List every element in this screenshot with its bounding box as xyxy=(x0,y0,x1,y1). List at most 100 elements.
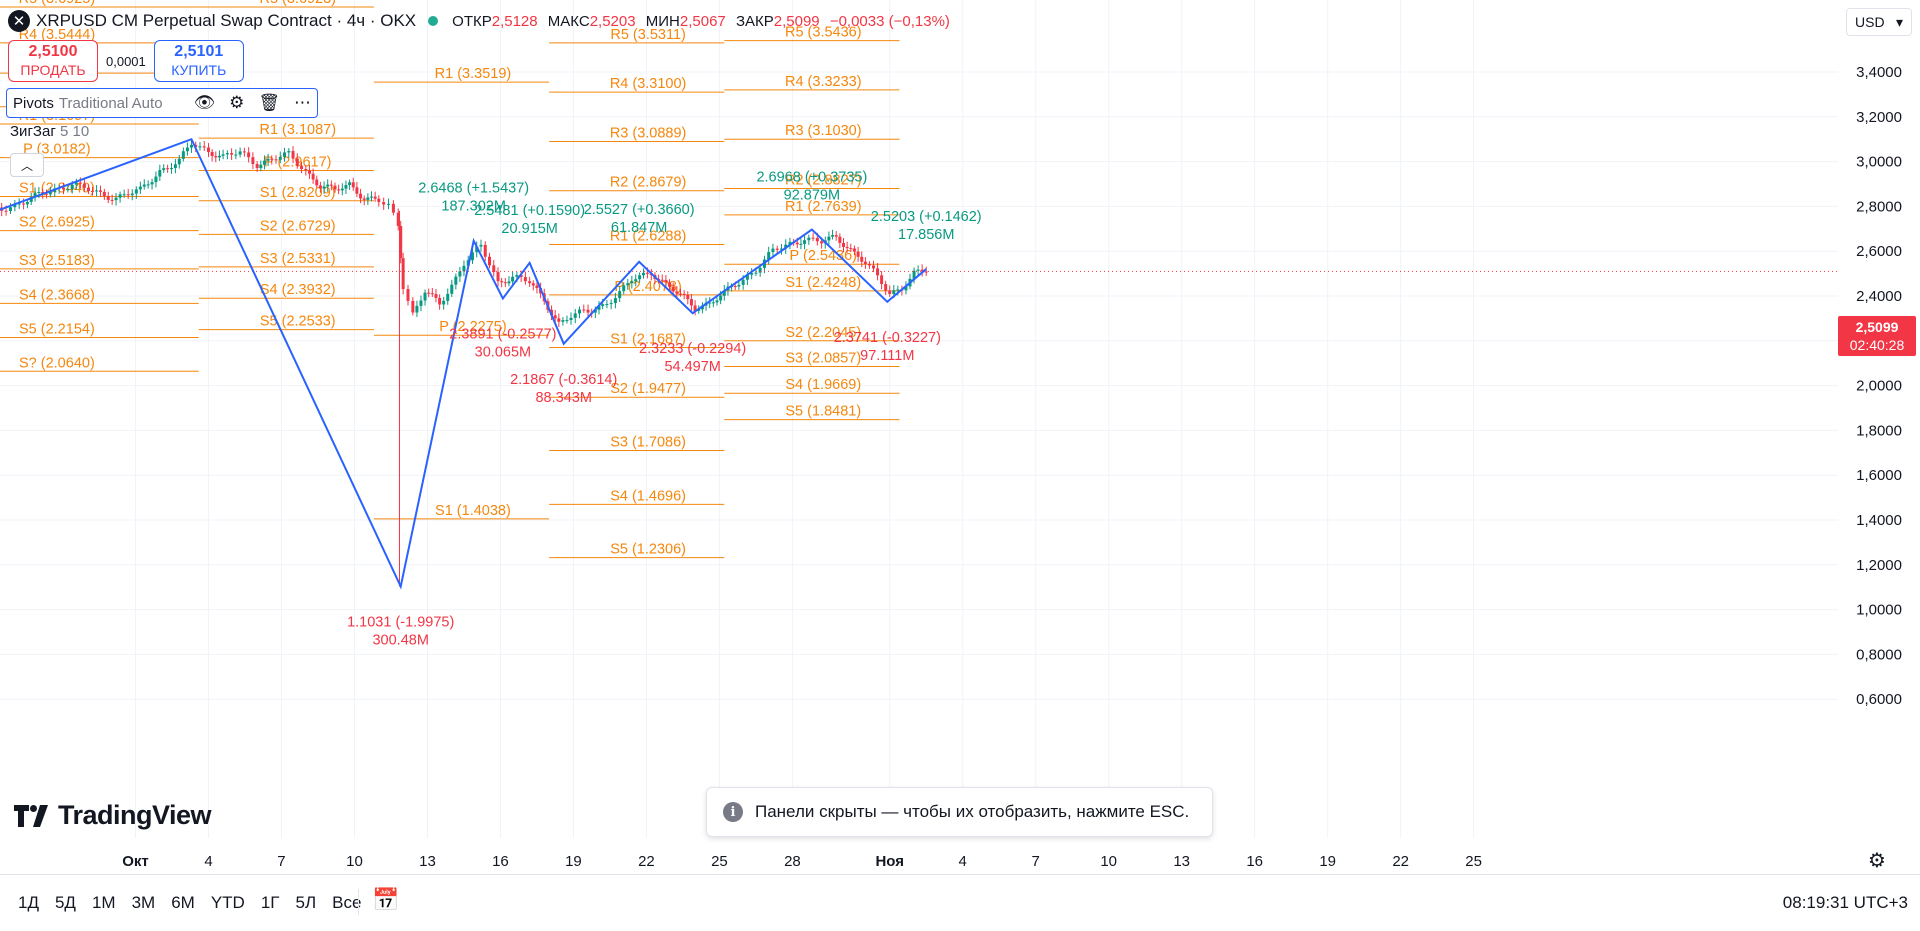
zigzag-pivot-label: 2.3741 (-0.3227) xyxy=(834,330,941,346)
price-axis-label: 1,8000 xyxy=(1856,422,1902,439)
zigzag-pivot-label: 2.3233 (-0.2294) xyxy=(639,341,746,357)
delete-icon[interactable]: 🗑 xyxy=(258,93,280,112)
range-1y[interactable]: 1Г xyxy=(260,893,280,912)
zigzag-pivot-label: 2.5203 (+0.1462) xyxy=(871,209,982,225)
zigzag-pivot-label: 2.5481 (+0.1590) xyxy=(474,203,585,219)
zigzag-indicator-legend[interactable]: ЗигЗаг 5 10 xyxy=(10,123,89,140)
candle-body xyxy=(754,272,758,274)
range-1d[interactable]: 1Д xyxy=(18,893,39,912)
more-icon[interactable]: ⋯ xyxy=(294,93,311,112)
time-axis-label: 7 xyxy=(1032,853,1040,870)
candle-body xyxy=(519,275,523,278)
sell-label: ПРОДАТЬ xyxy=(20,62,86,78)
candle-body xyxy=(198,146,202,148)
zigzag-pivot-label: 2.1867 (-0.3614) xyxy=(510,372,617,388)
time-axis-label: 7 xyxy=(277,853,285,870)
candle-body xyxy=(150,182,154,185)
range-5d[interactable]: 5Д xyxy=(54,893,76,912)
range-ytd[interactable]: YTD xyxy=(210,893,245,912)
zigzag-pivot-label: 2.5527 (+0.3660) xyxy=(584,202,695,218)
ohlc-values: ОТКР2,5128 МАКС2,5203 МИН2,5067 ЗАКР2,50… xyxy=(452,13,956,30)
candle-body xyxy=(503,282,507,284)
candle-body xyxy=(511,276,515,282)
candle-body xyxy=(106,196,110,200)
zigzag-volume-label: 20.915M xyxy=(501,221,557,237)
clock-timezone[interactable]: 08:19:31 UTC+3 xyxy=(1782,893,1908,912)
candle-body xyxy=(230,153,234,155)
candle-body xyxy=(225,153,229,155)
range-all[interactable]: Все xyxy=(332,893,362,912)
range-5y[interactable]: 5Л xyxy=(295,893,317,912)
candle-body xyxy=(37,192,41,194)
candle-body xyxy=(45,193,49,195)
pivot-level-label: S1 (1.4038) xyxy=(435,503,511,519)
pivot-level-label: S4 (2.3932) xyxy=(260,282,336,298)
candle-body xyxy=(916,269,920,271)
price-axis-label: 2,4000 xyxy=(1856,288,1902,305)
pivots-indicator-legend[interactable]: Pivots Traditional Auto 👁 ⚙ 🗑 ⋯ xyxy=(6,88,318,118)
candle-body xyxy=(515,275,519,277)
candle-body xyxy=(767,252,771,260)
eye-icon[interactable]: 👁 xyxy=(193,93,216,112)
candle-body xyxy=(642,272,646,276)
candle-body xyxy=(430,293,434,295)
candle-body xyxy=(553,315,557,319)
symbol-title[interactable]: XRPUSD CM Perpetual Swap Contract · 4ч ·… xyxy=(36,11,417,30)
price-axis-label: 3,2000 xyxy=(1856,109,1902,126)
calendar-goto-icon[interactable]: 📅 xyxy=(372,887,400,912)
candle-body xyxy=(329,184,333,186)
candle-body xyxy=(896,289,900,291)
x-logo-icon: ✕ xyxy=(8,10,30,32)
candle-body xyxy=(483,244,487,257)
collapse-indicators-button[interactable]: ︿ xyxy=(10,153,44,177)
candle-body xyxy=(488,256,492,266)
spread-value: 0,0001 xyxy=(106,53,146,69)
chart-settings-icon[interactable]: ⚙ xyxy=(1868,850,1886,872)
range-6m[interactable]: 6М xyxy=(171,893,195,912)
candle-body xyxy=(396,212,400,226)
range-1m[interactable]: 1М xyxy=(91,893,116,912)
range-3m[interactable]: 3М xyxy=(131,893,156,912)
time-axis-label: 4 xyxy=(959,853,967,870)
candle-body xyxy=(722,290,726,296)
toolbar-divider xyxy=(358,889,359,915)
zigzag-line xyxy=(0,137,927,590)
zigzag-volume-label: 300.48M xyxy=(372,633,428,649)
candle-body xyxy=(415,305,419,313)
candle-body xyxy=(25,201,29,205)
candle-body xyxy=(660,279,664,281)
candle-body xyxy=(401,258,405,290)
time-axis-label: 16 xyxy=(1246,853,1263,870)
buy-button[interactable]: 2,5101 КУПИТЬ xyxy=(153,40,244,82)
candle-body xyxy=(202,146,206,148)
sell-button[interactable]: 2,5100 ПРОДАТЬ xyxy=(8,40,98,82)
market-status-dot xyxy=(428,16,439,26)
candle-body xyxy=(507,281,511,284)
price-axis-label: 1,6000 xyxy=(1856,467,1902,484)
candle-body xyxy=(98,190,102,192)
currency-select[interactable]: USD ▾ xyxy=(1846,8,1912,36)
trade-panel: 2,5100 ПРОДАТЬ 0,0001 2,5101 КУПИТЬ xyxy=(8,40,244,82)
candle-body xyxy=(686,294,690,300)
candle-body xyxy=(322,186,326,189)
candle-body xyxy=(122,194,126,196)
zigzag-pivot-label: 1.1031 (-1.9975) xyxy=(347,615,454,631)
pivots-params: Traditional Auto xyxy=(58,94,163,112)
pivot-level-label: S3 (2.5331) xyxy=(260,251,336,267)
candle-body xyxy=(811,237,815,239)
price-axis-label: 2,0000 xyxy=(1856,378,1902,395)
candle-body xyxy=(366,197,370,200)
candle-body xyxy=(779,248,783,250)
candle-body xyxy=(741,279,745,285)
settings-icon[interactable]: ⚙ xyxy=(229,93,245,112)
pivot-level-label: R3 (3.0889) xyxy=(610,125,687,141)
candle-body xyxy=(771,248,775,253)
candle-body xyxy=(74,182,78,185)
candle-body xyxy=(799,243,803,245)
brand-name: TradingView xyxy=(58,800,212,830)
candle-body xyxy=(142,184,146,187)
open-value: 2,5128 xyxy=(491,12,538,30)
pivot-level-label: R2 (2.8679) xyxy=(610,175,687,191)
candle-body xyxy=(856,251,860,257)
